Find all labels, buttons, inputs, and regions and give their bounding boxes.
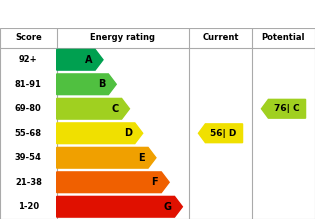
Polygon shape [261, 99, 306, 118]
Text: Energy Efficiency Rating: Energy Efficiency Rating [6, 9, 198, 23]
Text: G: G [163, 202, 171, 212]
Text: Potential: Potential [262, 34, 305, 42]
Text: 56| D: 56| D [210, 129, 237, 138]
Text: Energy rating: Energy rating [90, 34, 155, 42]
Polygon shape [57, 172, 169, 193]
Text: C: C [111, 104, 118, 114]
Text: 92+: 92+ [19, 55, 38, 64]
Text: 81-91: 81-91 [15, 80, 42, 89]
Text: E: E [138, 153, 145, 163]
Text: Current: Current [202, 34, 239, 42]
Polygon shape [57, 98, 129, 119]
Polygon shape [57, 74, 116, 95]
Text: Score: Score [15, 34, 42, 42]
Text: B: B [98, 79, 105, 89]
Text: 1-20: 1-20 [18, 202, 39, 211]
Text: 39-54: 39-54 [15, 153, 42, 162]
Text: 55-68: 55-68 [15, 129, 42, 138]
Polygon shape [57, 196, 182, 217]
Polygon shape [198, 124, 243, 143]
Text: A: A [84, 55, 92, 65]
Polygon shape [57, 123, 143, 144]
Text: D: D [124, 128, 132, 138]
Text: 21-38: 21-38 [15, 178, 42, 187]
Text: 69-80: 69-80 [15, 104, 42, 113]
Polygon shape [57, 49, 103, 70]
Text: 76| C: 76| C [274, 104, 300, 113]
Text: F: F [152, 177, 158, 187]
Polygon shape [57, 147, 156, 168]
